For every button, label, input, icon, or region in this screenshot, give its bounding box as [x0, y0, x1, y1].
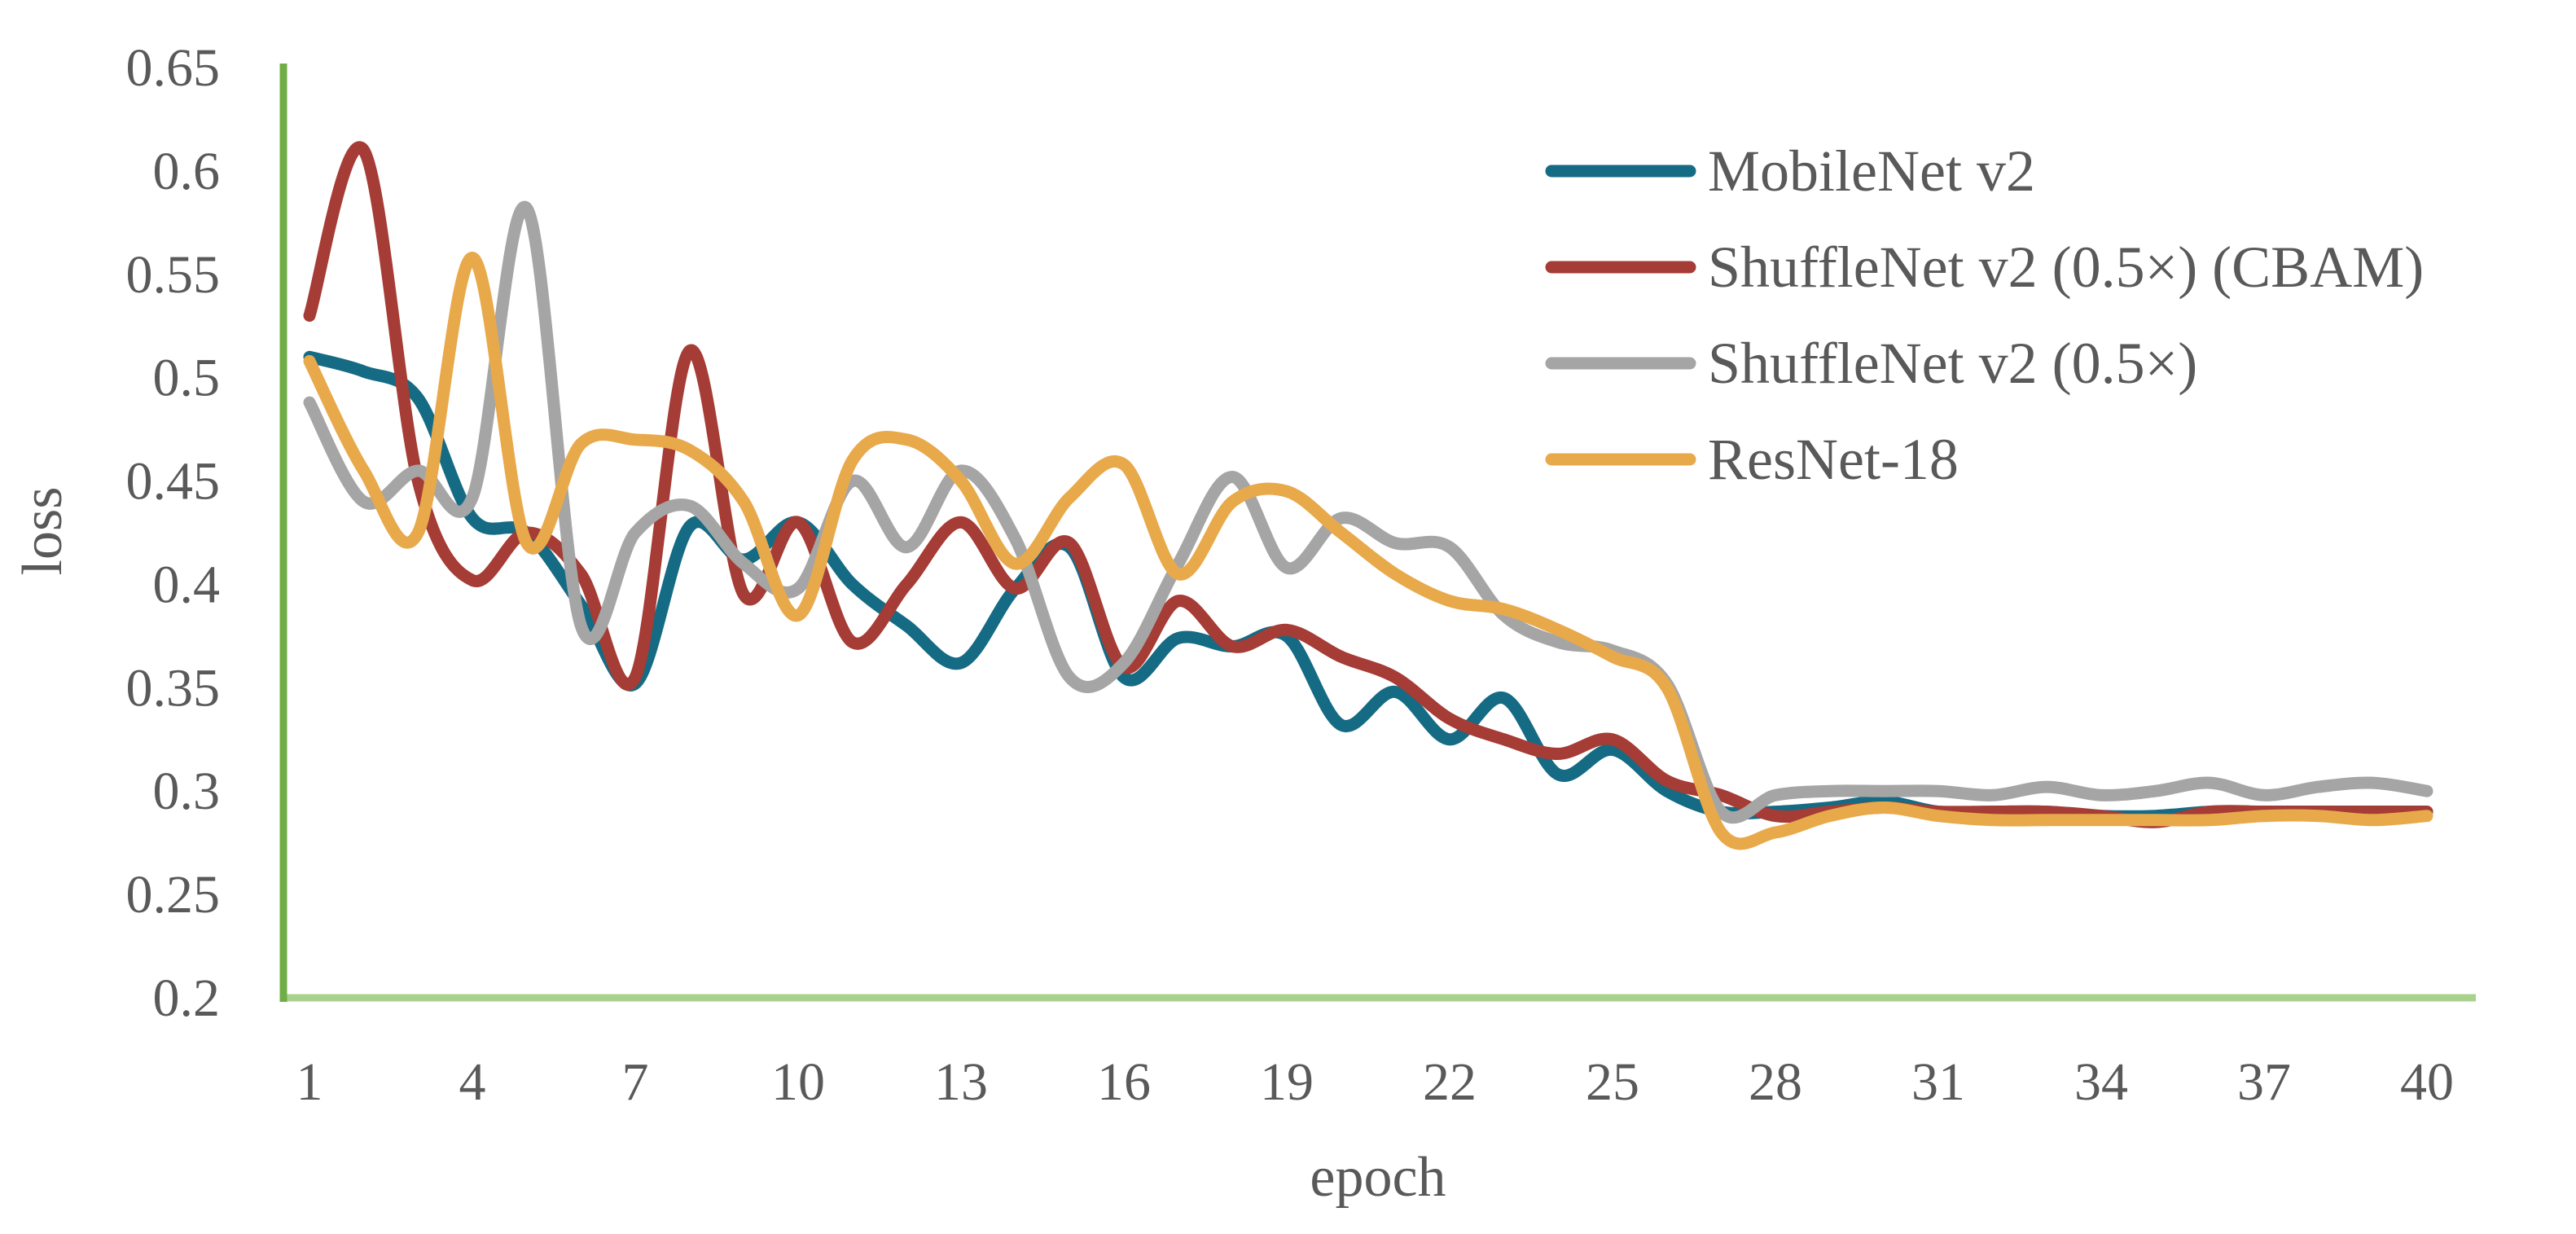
x-tick-label: 34	[2074, 1052, 2128, 1112]
x-tick-label: 40	[2400, 1052, 2454, 1112]
x-tick-label: 7	[622, 1052, 649, 1112]
y-tick-label: 0.35	[126, 658, 221, 718]
x-axis-title: epoch	[1310, 1146, 1446, 1209]
x-tick-label: 1	[296, 1052, 323, 1112]
y-axis-ticks: 0.2 0.25 0.3 0.35 0.4 0.45 0.5 0.55 0.6 0.65	[126, 38, 221, 1028]
legend-label: ResNet-18	[1708, 427, 1959, 492]
series-line-mobilenet-v2	[303, 350, 2433, 823]
x-tick-label: 10	[771, 1052, 825, 1112]
series-line-shufflenet-v2-0-5-cbam	[303, 141, 2433, 828]
x-tick-label: 19	[1260, 1052, 1314, 1112]
y-tick-label: 0.6	[153, 142, 221, 201]
x-tick-label: 22	[1423, 1052, 1477, 1112]
y-tick-label: 0.4	[153, 555, 221, 614]
x-tick-label: 25	[1586, 1052, 1639, 1112]
y-tick-label: 0.2	[153, 968, 221, 1028]
x-tick-label: 4	[459, 1052, 486, 1112]
legend: MobileNet v2 ShuffleNet v2 (0.5×) (CBAM) S…	[1545, 138, 2424, 492]
legend-label: ShuffleNet v2 (0.5×) (CBAM)	[1708, 235, 2424, 300]
legend-label: MobileNet v2	[1708, 138, 2035, 204]
x-tick-label: 31	[1911, 1052, 1965, 1112]
series-line-shufflenet-v2-0-5	[303, 200, 2433, 824]
y-axis-title: loss	[11, 487, 74, 576]
y-tick-label: 0.25	[126, 865, 221, 924]
x-tick-label: 37	[2237, 1052, 2291, 1112]
y-tick-label: 0.45	[126, 452, 221, 512]
legend-label: ShuffleNet v2 (0.5×)	[1708, 331, 2197, 396]
series-layer	[303, 141, 2433, 850]
y-tick-label: 0.5	[153, 349, 221, 408]
x-axis-ticks: 1 4 7 10 13 16 19 22 25 28 31 34 37 40	[296, 1052, 2455, 1112]
y-tick-label: 0.65	[126, 38, 221, 98]
x-tick-label: 28	[1749, 1052, 1802, 1112]
x-tick-label: 16	[1097, 1052, 1151, 1112]
x-tick-label: 13	[934, 1052, 988, 1112]
series-line-resnet-18	[303, 252, 2433, 850]
y-tick-label: 0.55	[126, 245, 221, 305]
y-tick-label: 0.3	[153, 762, 221, 821]
